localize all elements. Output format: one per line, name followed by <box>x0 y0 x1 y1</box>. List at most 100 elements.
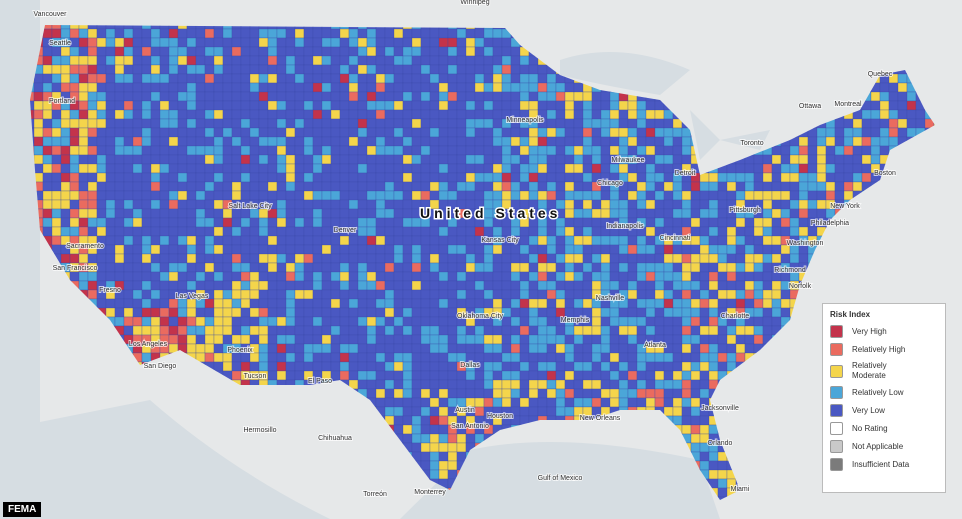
county <box>474 64 485 75</box>
county <box>141 199 152 210</box>
county <box>213 118 224 129</box>
county <box>870 181 881 192</box>
county <box>591 397 602 408</box>
county <box>717 55 728 66</box>
county <box>258 298 269 309</box>
county <box>114 226 125 237</box>
county <box>60 154 71 165</box>
county <box>573 307 584 318</box>
county <box>825 235 836 246</box>
county <box>456 379 467 390</box>
county <box>276 190 287 201</box>
county <box>717 217 728 228</box>
county <box>906 271 917 282</box>
county <box>321 181 332 192</box>
county <box>87 25 98 30</box>
county <box>834 46 845 57</box>
county <box>123 361 134 372</box>
county <box>726 163 737 174</box>
county <box>492 370 503 381</box>
county <box>789 289 800 300</box>
county <box>456 136 467 147</box>
county <box>807 64 818 75</box>
county <box>339 271 350 282</box>
county <box>546 253 557 264</box>
county <box>159 271 170 282</box>
county <box>915 91 926 102</box>
county <box>636 253 647 264</box>
county <box>357 442 368 453</box>
county <box>222 280 233 291</box>
county <box>726 100 737 111</box>
county <box>663 361 674 372</box>
county <box>789 451 800 462</box>
county <box>789 199 800 210</box>
county <box>852 190 863 201</box>
county <box>141 82 152 93</box>
county <box>636 37 647 48</box>
county <box>492 46 503 57</box>
county <box>375 271 386 282</box>
county <box>402 154 413 165</box>
county <box>600 307 611 318</box>
county <box>843 127 854 138</box>
county <box>69 316 80 327</box>
county <box>780 154 791 165</box>
county <box>249 55 260 66</box>
county <box>312 145 323 156</box>
county <box>105 217 116 228</box>
county <box>123 289 134 300</box>
county <box>240 298 251 309</box>
county <box>132 118 143 129</box>
county <box>330 289 341 300</box>
county <box>348 55 359 66</box>
county <box>330 190 341 201</box>
county <box>411 316 422 327</box>
county <box>186 181 197 192</box>
county <box>717 145 728 156</box>
county <box>447 388 458 399</box>
county <box>600 136 611 147</box>
county <box>537 361 548 372</box>
county <box>753 316 764 327</box>
county <box>168 406 179 417</box>
county <box>735 55 746 66</box>
county <box>519 46 530 57</box>
county <box>753 82 764 93</box>
county <box>609 253 620 264</box>
county <box>402 451 413 462</box>
county <box>429 280 440 291</box>
county <box>618 190 629 201</box>
county <box>537 28 548 39</box>
county <box>249 226 260 237</box>
county <box>33 73 44 84</box>
county <box>123 208 134 219</box>
county <box>402 118 413 129</box>
county <box>618 325 629 336</box>
county <box>807 199 818 210</box>
county <box>231 370 242 381</box>
county <box>906 127 917 138</box>
county <box>348 136 359 147</box>
county <box>492 64 503 75</box>
county <box>366 118 377 129</box>
county <box>465 334 476 345</box>
county <box>663 424 674 435</box>
county <box>852 253 863 264</box>
county <box>510 307 521 318</box>
county <box>483 127 494 138</box>
county <box>789 118 800 129</box>
county <box>123 100 134 111</box>
county <box>195 199 206 210</box>
county <box>330 154 341 165</box>
county <box>303 244 314 255</box>
county <box>753 181 764 192</box>
county <box>555 82 566 93</box>
county <box>105 271 116 282</box>
county <box>870 253 881 264</box>
county <box>546 55 557 66</box>
county <box>285 388 296 399</box>
county <box>60 370 71 381</box>
county <box>690 433 701 444</box>
county <box>177 118 188 129</box>
